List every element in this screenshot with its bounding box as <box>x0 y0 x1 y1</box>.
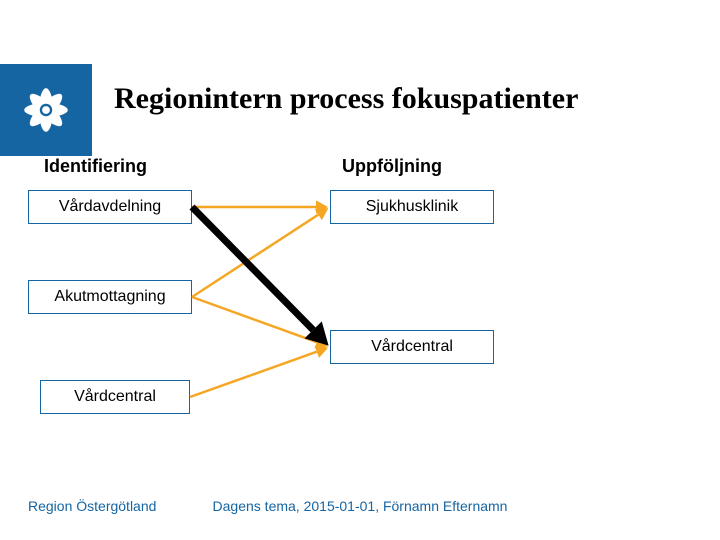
edges-layer <box>0 0 720 540</box>
page-title: Regionintern process fokuspatienter <box>114 82 578 116</box>
node-vardcentral-right: Vårdcentral <box>330 330 494 364</box>
node-vardcentral-left: Vårdcentral <box>40 380 190 414</box>
node-vardavdelning: Vårdavdelning <box>28 190 192 224</box>
node-sjukhusklinik: Sjukhusklinik <box>330 190 494 224</box>
footer-meta: Dagens tema, 2015-01-01, Förnamn Efterna… <box>0 498 720 514</box>
node-akutmottagning: Akutmottagning <box>28 280 192 314</box>
col-header-identifiering: Identifiering <box>44 156 147 177</box>
col-header-uppfoljning: Uppföljning <box>342 156 442 177</box>
snowflake-icon <box>7 71 85 149</box>
region-logo <box>0 64 92 156</box>
